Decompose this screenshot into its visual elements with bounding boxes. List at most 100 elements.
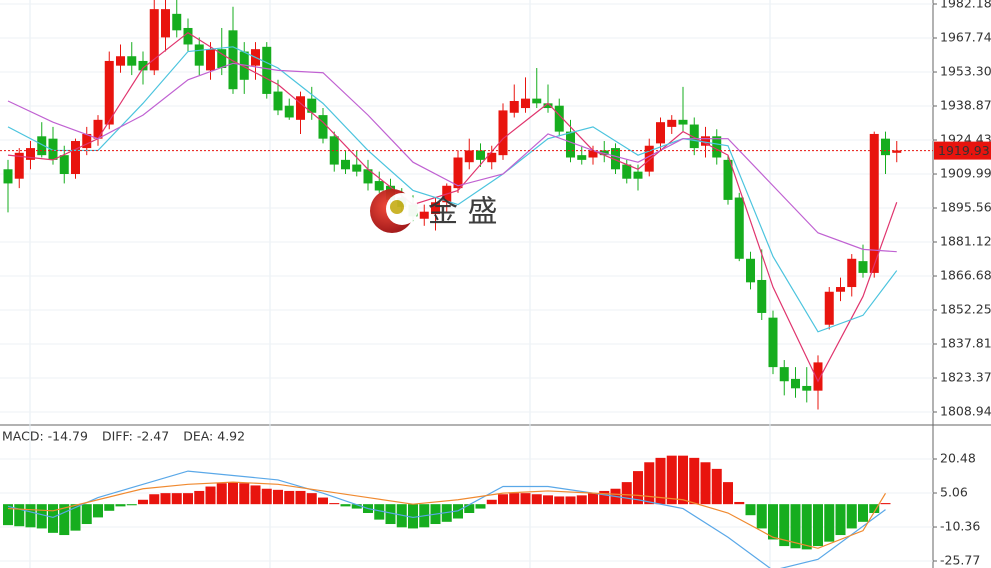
candle-body [228, 30, 238, 90]
histogram-bar [700, 462, 711, 505]
candle-body [476, 150, 485, 160]
y-tick-label: 1938.87 [940, 98, 991, 113]
histogram-bar [824, 504, 835, 542]
candle-body [858, 261, 868, 273]
candle-body [521, 98, 530, 109]
candle-body [116, 56, 125, 66]
candle-body [611, 148, 620, 170]
candle-body [352, 164, 362, 172]
histogram-bar [205, 486, 216, 505]
histogram-bar [745, 504, 756, 516]
candle-body [633, 171, 643, 179]
y-tick-label: 1967.74 [940, 30, 991, 45]
histogram-bar [756, 504, 767, 529]
histogram-bar [228, 482, 238, 505]
histogram-bar [295, 490, 306, 505]
y-tick-label: 5.06 [940, 485, 968, 500]
candle-body [532, 98, 542, 104]
line [7, 481, 887, 549]
histogram-bar [306, 493, 317, 505]
histogram-bar [723, 482, 733, 505]
candle-body [667, 119, 677, 127]
candle-body [26, 148, 35, 160]
histogram-bar [340, 504, 351, 507]
histogram-bar [554, 496, 565, 505]
candle-body [363, 169, 373, 184]
histogram-bar [59, 504, 70, 536]
candle-body [296, 96, 305, 120]
candle-body [869, 133, 879, 273]
watermark: 金 盛 [370, 189, 498, 233]
histogram-bar [36, 504, 47, 529]
candle-body [689, 124, 699, 149]
line [7, 62, 897, 253]
histogram-bar [621, 482, 632, 505]
histogram-bar [351, 504, 362, 509]
candle-body [847, 258, 857, 288]
histogram-bar [655, 457, 666, 505]
histogram-bar [678, 455, 688, 505]
candle-body [374, 181, 384, 191]
y-tick-label: -10.36 [940, 519, 980, 534]
y-tick-label: 1982.18 [940, 0, 991, 11]
watermark-text: 金 盛 [428, 195, 498, 230]
histogram-bar [520, 493, 531, 505]
candle-body [284, 105, 294, 118]
candle-body [566, 131, 575, 158]
histogram-bar [126, 504, 137, 506]
histogram-bar [239, 483, 250, 505]
histogram-bar [565, 496, 576, 505]
candle-body [14, 152, 24, 179]
y-tick-label: 1953.30 [940, 64, 991, 79]
candle-body [554, 105, 564, 132]
histogram-bar [689, 457, 700, 505]
candle-body [48, 138, 58, 160]
y-tick-label: 1823.37 [940, 370, 991, 385]
candle-body [161, 9, 170, 38]
histogram-bar [498, 494, 508, 505]
candle-body [577, 155, 587, 160]
candle-body [712, 136, 722, 158]
candle-body [82, 133, 92, 149]
last-price-box [934, 141, 991, 160]
legend-label: DEA: 4.92 [183, 429, 245, 444]
candle-body [138, 60, 148, 71]
candle-body [836, 287, 845, 292]
histogram-bar [475, 504, 486, 509]
y-tick-label: 20.48 [940, 451, 976, 466]
histogram-bar [880, 503, 891, 505]
histogram-bar [149, 494, 160, 505]
candle-body [543, 103, 553, 109]
histogram-bar [385, 504, 396, 525]
candle-body [37, 136, 47, 156]
histogram-bar [261, 488, 272, 505]
histogram-bar [250, 485, 261, 505]
histogram-bar [790, 504, 801, 549]
candle-body [419, 211, 429, 219]
candle-body [644, 145, 654, 172]
histogram-bar [138, 499, 148, 505]
legend-label: MACD: -14.79 [2, 429, 88, 444]
histogram-bar [801, 504, 812, 550]
histogram-bar [768, 504, 778, 540]
histogram-bar [318, 497, 328, 505]
histogram-bar [70, 504, 81, 531]
y-tick-label: -25.77 [940, 553, 980, 568]
candle-body [622, 164, 632, 179]
candle-body [183, 27, 193, 45]
candle-body [734, 197, 744, 259]
histogram-bar [846, 504, 857, 529]
candle-body [453, 157, 463, 189]
histogram-bar [464, 504, 475, 513]
histogram-bar [81, 504, 92, 525]
histogram-bar [408, 504, 418, 529]
candle-body [71, 141, 80, 174]
histogram-bar [171, 493, 182, 505]
logo-dot [390, 200, 404, 214]
histogram-bar [93, 504, 103, 518]
candle-body [318, 115, 328, 139]
legend-label: DIFF: -2.47 [102, 429, 169, 444]
